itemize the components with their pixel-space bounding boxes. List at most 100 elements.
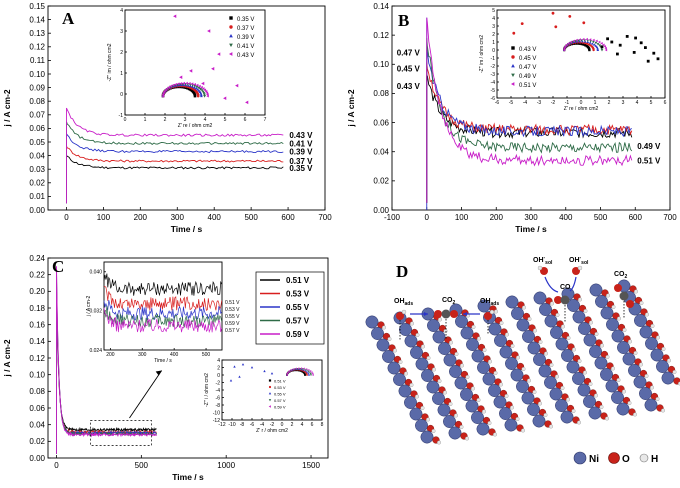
panel-b-inset-point [600,45,604,49]
ni-atom [488,322,502,336]
ni-atom [477,361,490,374]
oh-ads-o [396,312,404,320]
panel-b-y-tick-label: 0.08 [373,89,389,98]
panel-a-inset-point [182,81,186,85]
h-atom [622,328,627,332]
panel-b-inset-x-tick-label: -3 [537,100,542,106]
panel-a-inset-point [211,67,215,71]
ni-atom [410,346,423,359]
panel-a-y-axis-label: j / A cm-2 [2,89,12,127]
panel-c-zoom-inset-x-axis-label: Time / s [154,358,172,364]
h-atom [639,301,644,305]
h-atom [448,402,453,406]
h-atom [504,394,509,398]
h-atom [527,317,532,321]
h-atom [516,355,520,360]
panel-c-y-tick-label: 0.00 [29,454,45,463]
panel-b-inset-point [634,36,637,40]
panel-b-inset-point [644,46,647,49]
ni-atom [448,426,462,440]
panel-b-x-tick-label: 500 [594,213,608,222]
panel-b-inset-x-tick-label: 3 [622,100,625,106]
panel-c-nyquist-legend-marker [268,385,272,389]
h-atom [471,325,476,329]
panel-d-diagram: D OHads CO2 OHads OH-sol OH-sol CO CO2 Ni O H [365,255,680,465]
panel-c-nyquist-point [292,368,295,371]
panel-a-inset-point [201,90,205,94]
panel-c-nyquist-point [311,372,314,375]
ni-atom [471,411,484,424]
h-atom [606,293,610,298]
ni-atom [611,391,624,404]
panel-a-inset-point [164,88,167,92]
ni-atom [645,337,658,350]
panel-b-series-label: 0.47 V [397,49,421,58]
panel-b-y-tick-label: 0.12 [373,31,389,40]
h-atom [571,409,576,413]
panel-b-inset-point [575,40,579,43]
panel-b-inset-point [586,39,590,43]
panel-b-x-tick-label: 200 [490,213,504,222]
panel-a-y-tick-label: 0.08 [29,97,45,106]
panel-b-inset-point [585,42,589,45]
panel-a-inset-legend-label: 0.35 V [237,17,254,23]
panel-a-inset-point [179,83,183,87]
panel-c-zoom-series-line [103,273,223,297]
h-atom [555,313,560,317]
h-atom [589,320,593,325]
panel-a-plot-frame [47,5,326,211]
panel-c-nyquist-inset-y-tick-label: 2 [217,365,220,371]
panel-c-nyquist-point [287,371,289,374]
panel-c-zoom-inset-y-tick-label: 0.024 [89,348,102,354]
panel-a-inset-legend-label: 0.39 V [237,35,254,41]
panel-c-zoom-inset-y-tick-label: 0.032 [89,309,102,315]
panel-c-nyquist-inset-x-tick-label: 0 [281,422,284,428]
ni-atom [454,376,468,390]
h-atom [488,359,492,364]
oh-ads-h [489,309,495,315]
panel-c-zoom-label: 0.57 V [225,328,240,334]
panel-c-nyquist-inset-y-axis-label: -Z'' i / ohm cm2 [204,373,210,407]
h-atom [577,420,581,425]
panel-b-inset-point [567,42,570,45]
panel-c-nyquist-point [233,365,236,368]
panel-a-inset-point [200,89,204,92]
oh-sol-label: OH-sol [533,255,553,266]
panel-label-d: D [396,262,408,281]
ni-atom [460,326,474,340]
h-atom [393,348,397,353]
ni-atom [595,295,608,308]
panel-b-y-tick-label: 0.04 [373,148,389,157]
ni-atom [482,372,496,386]
h-atom [521,367,526,371]
panel-a-inset-point [169,84,173,88]
h-atom [627,401,632,405]
panel-b-chart: -100 0 100 200 300 400 500 600 7000.000.020.040.… [346,2,677,234]
panel-b-inset-point [604,48,608,52]
co2-o [450,310,458,318]
panel-b-inset-point [563,46,566,50]
panel-c-nyquist-inset-y-tick-label: -12 [213,418,220,424]
panel-c-legend-label: 0.51 V [286,276,310,285]
panel-b-inset-y-tick-label: 3 [492,24,495,30]
h-atom [465,375,470,379]
h-atom [667,358,671,363]
h-atom [510,405,514,410]
panel-b-inset-y-tick-label: -1 [491,56,496,62]
ni-atom [387,361,401,375]
panel-b-inset-point [596,47,599,50]
panel-b-inset-x-tick-label: 2 [608,100,611,106]
panel-c-legend-box [255,271,325,345]
h-atom [628,339,632,344]
panel-b-inset-point [594,41,598,45]
ni-atom [567,299,580,312]
h-legend-atom [639,453,649,463]
panel-c-nyquist-point [303,372,306,374]
panel-c-nyquist-point [294,369,296,372]
panel-a-inset-x-tick-label: 5 [224,117,227,123]
panel-a-inset-legend-label: 0.41 V [237,44,254,50]
ni-atom [404,334,418,348]
panel-a-inset-point [203,88,207,92]
panel-a-inset-point [201,81,205,86]
panel-a-inset-point [235,83,239,88]
